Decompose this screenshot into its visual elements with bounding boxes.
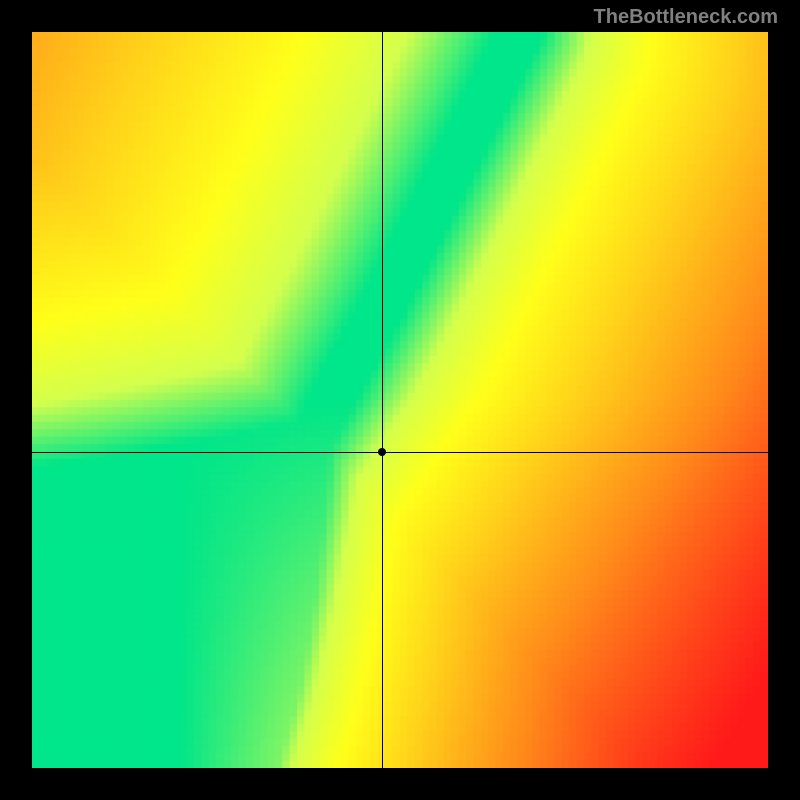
crosshair-horizontal [32, 452, 768, 453]
watermark-text: TheBottleneck.com [594, 6, 778, 29]
heatmap-chart [32, 32, 768, 768]
crosshair-marker [378, 448, 386, 456]
crosshair-vertical [382, 32, 383, 768]
heatmap-canvas [32, 32, 768, 768]
